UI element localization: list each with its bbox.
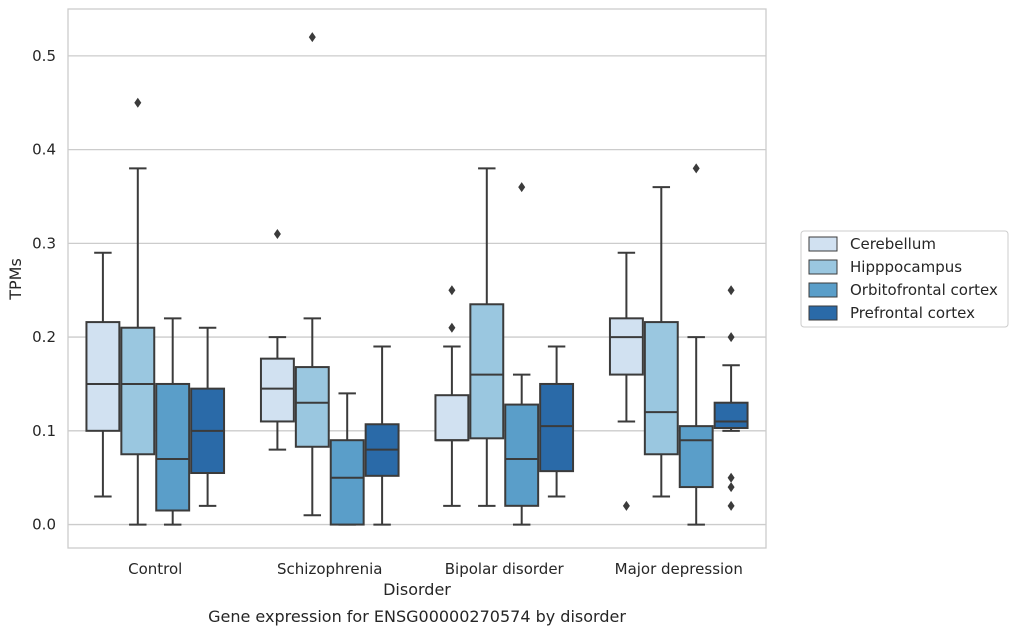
legend-swatch [808,259,838,275]
y-tick-label: 0.0 [32,516,56,534]
y-tick-label: 0.3 [32,234,56,252]
box-4-2 [643,186,679,498]
y-tick-label: 0.2 [32,328,56,346]
outlier-point [518,182,526,193]
box-4-3 [678,163,714,526]
legend-label: Prefrontal cortex [850,304,975,322]
box-body [155,382,191,512]
box-body [608,317,644,376]
legend: Cerebellum Hipppocampus Orbitofrontal cort… [800,230,1009,328]
box-2-4 [364,345,400,526]
x-tick-label: Control [128,560,182,578]
x-tick-label: Schizophrenia [277,560,382,578]
box-body [713,401,749,430]
legend-label: Cerebellum [850,235,936,253]
y-axis-title: TPMs [6,258,25,301]
legend-swatch [808,282,838,298]
box-1-2 [120,97,156,526]
box-3-1 [434,285,470,507]
outlier-point [727,482,735,493]
outlier-point [448,285,456,296]
box-3-2 [469,167,505,507]
outlier-point [727,500,735,511]
x-tick-label: Bipolar disorder [445,560,565,578]
box-2-1 [259,228,295,451]
legend-frame [800,230,1009,328]
y-tick-labels: 0.0 0.1 0.2 0.3 0.4 0.5 [32,47,56,534]
box-body [434,394,470,442]
y-tick-label: 0.5 [32,47,56,65]
box-4-1 [608,251,644,511]
box-body [120,326,156,456]
legend-label: Orbitofrontal cortex [850,281,998,299]
outlier-point [448,322,456,333]
x-tick-label: Major depression [615,560,743,578]
legend-label: Hipppocampus [850,258,962,276]
legend-swatch [808,236,838,252]
outlier-point [622,500,630,511]
box-3-4 [539,345,575,498]
outlier-point [727,285,735,296]
y-tick-label: 0.4 [32,141,56,159]
box-body [539,382,575,473]
y-tick-label: 0.1 [32,422,56,440]
box-body [678,425,714,489]
box-2-3 [329,392,365,526]
box-body [643,321,679,456]
box-series [85,32,749,526]
box-body [294,366,330,448]
outlier-point [727,332,735,343]
chart-caption: Gene expression for ENSG00000270574 by d… [208,607,626,626]
box-body [504,403,540,507]
box-body [259,357,295,423]
x-tick-labels: Control Schizophrenia Bipolar disorder Majo… [128,560,743,578]
box-1-3 [155,317,191,526]
box-4-4 [713,285,749,511]
outlier-point [692,163,700,174]
x-axis-title: Disorder [383,580,451,599]
outlier-point [273,228,281,239]
outlier-point [308,32,316,43]
box-3-3 [504,182,540,526]
box-body [469,303,505,440]
plot-frame [67,8,767,549]
box-body [85,321,121,432]
legend-swatch [808,305,838,321]
box-body [329,439,365,526]
outlier-point [134,97,142,108]
box-1-1 [85,251,121,498]
outlier-point [727,472,735,483]
box-2-2 [294,32,330,517]
box-1-4 [190,326,226,507]
